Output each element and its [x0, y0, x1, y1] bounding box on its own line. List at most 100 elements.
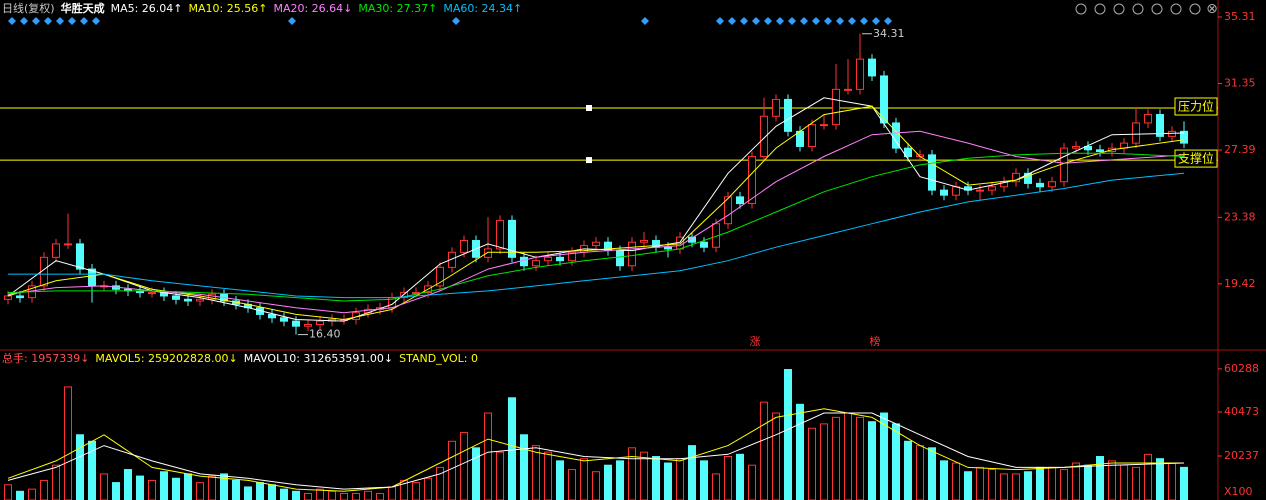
- signal-diamond: [92, 17, 100, 25]
- signal-diamond: [68, 17, 76, 25]
- signal-label: 涨: [750, 335, 761, 348]
- candle-body: [448, 251, 456, 268]
- volume-bar: [16, 490, 24, 500]
- volume-bar: [688, 445, 696, 500]
- candle-body: [196, 298, 204, 302]
- volume-bar: [976, 466, 984, 500]
- candle-body: [952, 186, 960, 196]
- candle-body: [640, 240, 648, 243]
- signal-diamond: [452, 17, 460, 25]
- candle-body: [820, 124, 828, 127]
- toolbar-icon[interactable]: [1132, 3, 1144, 15]
- volume-bar: [592, 471, 600, 500]
- signal-diamond: [740, 17, 748, 25]
- volume-bar: [1132, 466, 1140, 500]
- candle-body: [484, 248, 492, 258]
- toolbar-icon[interactable]: [1113, 3, 1125, 15]
- volume-bar: [232, 479, 240, 500]
- y-tick-label: 31.35: [1224, 76, 1256, 89]
- candle-body: [988, 186, 996, 191]
- candle-body: [1156, 114, 1164, 137]
- volume-bar: [1120, 464, 1128, 500]
- volume-bar: [340, 492, 348, 500]
- volume-bar: [1024, 471, 1032, 500]
- volume-bar: [4, 484, 12, 500]
- candle-body: [664, 246, 672, 250]
- candle-body: [568, 251, 576, 262]
- legend-text: 华胜天成: [61, 1, 105, 15]
- legend-text: MA20: 26.64↓: [273, 2, 352, 15]
- volume-bar: [1036, 466, 1044, 500]
- candle-body: [844, 88, 852, 91]
- candle-body: [304, 324, 312, 327]
- level-box: [1174, 97, 1218, 116]
- volume-bar: [712, 473, 720, 500]
- candle-body: [628, 241, 636, 267]
- ma-line: [7, 97, 1185, 322]
- signal-diamond: [288, 17, 296, 25]
- close-icon[interactable]: ⊗: [1206, 1, 1218, 17]
- volume-bar: [124, 469, 132, 500]
- volume-bar: [604, 464, 612, 500]
- legend-text: MA60: 24.34↑: [443, 2, 522, 15]
- candle-body: [1144, 114, 1152, 124]
- candle-body: [76, 243, 84, 270]
- candle-body: [316, 320, 324, 326]
- volume-bar: [580, 458, 588, 500]
- legend-text: 日线(复权): [2, 1, 55, 15]
- volume-bar: [424, 477, 432, 500]
- volume-bar: [196, 482, 204, 500]
- candle-body: [940, 189, 948, 196]
- legend-text: MA5: 26.04↑: [111, 2, 183, 15]
- volume-ma-line: [7, 412, 1185, 490]
- signal-diamond: [788, 17, 796, 25]
- toolbar-icon[interactable]: [1189, 3, 1201, 15]
- volume-bar: [1084, 464, 1092, 500]
- signal-diamond: [641, 17, 649, 25]
- ma-line: [8, 172, 1185, 299]
- candle-body: [400, 292, 408, 299]
- candle-body: [784, 98, 792, 132]
- signal-diamond: [848, 17, 856, 25]
- toolbar-icon[interactable]: [1170, 3, 1182, 15]
- signal-diamond: [32, 17, 40, 25]
- volume-bar: [148, 479, 156, 500]
- signal-diamond: [764, 17, 772, 25]
- signal-diamond: [776, 17, 784, 25]
- candle-body: [1180, 130, 1188, 144]
- volume-bar: [472, 447, 480, 500]
- volume-bar: [724, 456, 732, 500]
- volume-bar: [892, 423, 900, 500]
- signal-diamond: [728, 17, 736, 25]
- volume-bar: [1000, 473, 1008, 500]
- candle-body: [556, 256, 564, 262]
- candle-body: [724, 196, 732, 225]
- volume-bar: [748, 464, 756, 500]
- volume-bar: [988, 469, 996, 500]
- candle-body: [832, 88, 840, 126]
- volume-bar: [460, 432, 468, 500]
- y-tick-label: 23.38: [1224, 210, 1256, 223]
- candle-body: [520, 256, 528, 267]
- legend-text: 总手: 1957339↓: [2, 351, 89, 365]
- high-label: 34.31: [873, 27, 905, 40]
- volume-bar: [64, 386, 72, 500]
- toolbar-icon[interactable]: [1151, 3, 1163, 15]
- candle-body: [52, 243, 60, 258]
- toolbar-icon[interactable]: [1094, 3, 1106, 15]
- volume-bar: [112, 482, 120, 500]
- candle-body: [1072, 145, 1080, 149]
- volume-ma-line: [7, 408, 1184, 492]
- volume-bar: [640, 451, 648, 500]
- signal-diamond: [716, 17, 724, 25]
- volume-tick-label: 40473: [1224, 405, 1259, 418]
- toolbar-icon[interactable]: [1075, 3, 1087, 15]
- level-handle: [586, 157, 592, 164]
- volume-bar: [1096, 456, 1104, 500]
- volume-tick-label: 20237: [1224, 449, 1259, 462]
- ma-line: [7, 130, 1185, 314]
- volume-bar: [412, 482, 420, 500]
- volume-bar: [376, 492, 384, 500]
- candle-body: [1096, 149, 1104, 153]
- volume-bar: [916, 445, 924, 500]
